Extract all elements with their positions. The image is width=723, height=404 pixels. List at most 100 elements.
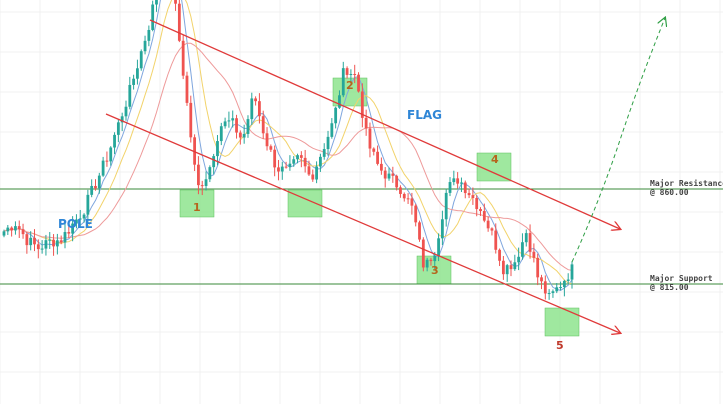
- candle-body: [540, 277, 543, 282]
- candle-body: [486, 220, 490, 229]
- candle-body: [235, 118, 238, 133]
- flag-label: FLAG: [407, 108, 442, 122]
- candle-body: [223, 121, 227, 127]
- candle-body: [63, 232, 67, 243]
- candle-body: [528, 233, 532, 252]
- candle-body: [414, 205, 418, 223]
- candle-body: [498, 249, 501, 261]
- candle-body: [10, 227, 14, 231]
- candle-body: [231, 118, 235, 121]
- candle-body: [78, 218, 82, 220]
- candle-body: [227, 120, 231, 122]
- resistance-value: @ 860.00: [650, 188, 689, 197]
- candle-body: [147, 29, 151, 41]
- candle-body: [216, 141, 219, 157]
- candle-body: [139, 51, 143, 69]
- candle-body: [97, 175, 101, 189]
- pole-label: POLE: [58, 217, 93, 231]
- candle-body: [471, 195, 475, 199]
- candle-body: [155, 0, 158, 5]
- ma-slow-line: [3, 42, 573, 271]
- touch-label-2: 2: [346, 79, 354, 92]
- candle-body: [349, 73, 353, 75]
- candle-body: [292, 159, 296, 164]
- candle-body: [269, 146, 273, 150]
- candle-body: [246, 119, 250, 134]
- candle-body: [250, 98, 254, 120]
- candle-body: [536, 257, 540, 278]
- candle-body: [136, 68, 139, 79]
- touch-label-4: 4: [491, 153, 499, 166]
- candle-body: [322, 149, 326, 157]
- candle-body: [185, 75, 189, 103]
- candle-body: [505, 265, 509, 275]
- candle-body: [59, 240, 63, 243]
- candle-body: [143, 40, 147, 52]
- candle-body: [543, 281, 547, 294]
- candle-body: [521, 242, 524, 257]
- candle-body: [105, 160, 109, 162]
- candle-body: [6, 227, 10, 232]
- touch-label-5: 5: [556, 339, 564, 352]
- candle-body: [360, 91, 364, 118]
- candle-body: [494, 230, 498, 250]
- candles: [2, 0, 574, 300]
- candle-body: [277, 167, 280, 172]
- touch-label-1: 1: [193, 201, 201, 214]
- candle-body: [296, 155, 299, 160]
- candle-body: [109, 147, 113, 162]
- candle-body: [463, 182, 467, 194]
- candle-body: [189, 102, 193, 138]
- candle-body: [2, 231, 6, 236]
- candle-body: [181, 40, 185, 76]
- candle-body: [315, 166, 318, 180]
- candle-body: [551, 291, 555, 294]
- candle-body: [425, 259, 429, 268]
- candle-body: [219, 126, 223, 142]
- candle-body: [406, 198, 410, 200]
- candle-body: [174, 0, 177, 4]
- candle-body: [177, 3, 181, 41]
- touch-label-3: 3: [431, 264, 439, 277]
- candle-body: [345, 68, 349, 75]
- candle-body: [48, 239, 52, 241]
- candle-body: [338, 95, 341, 108]
- candle-body: [29, 237, 33, 246]
- candle-body: [120, 116, 124, 123]
- candle-body: [479, 209, 482, 212]
- candle-body: [303, 157, 307, 167]
- support-name: Major Support: [650, 273, 713, 283]
- candle-body: [284, 166, 288, 168]
- candle-body: [299, 155, 303, 158]
- candle-body: [36, 244, 40, 250]
- candle-body: [513, 262, 517, 270]
- candle-body: [433, 255, 437, 262]
- candle-body: [151, 4, 155, 30]
- candle-body: [482, 211, 486, 221]
- candle-body: [456, 178, 460, 184]
- moving-averages: [3, 0, 573, 291]
- candle-body: [21, 229, 25, 235]
- candle-body: [101, 160, 105, 176]
- touch-highlight: [476, 152, 512, 182]
- candle-body: [383, 170, 387, 179]
- channel-lower-line: [105, 113, 620, 333]
- candle-body: [357, 74, 360, 92]
- candle-body: [467, 193, 471, 196]
- candle-body: [261, 116, 265, 134]
- candle-body: [193, 137, 197, 165]
- candle-body: [475, 198, 479, 210]
- candle-body: [82, 214, 86, 219]
- touch-highlight: [544, 307, 580, 337]
- candle-body: [128, 84, 132, 107]
- candle-body: [440, 219, 444, 239]
- candle-body: [124, 106, 128, 117]
- candle-body: [372, 148, 376, 152]
- candle-body: [490, 228, 494, 231]
- candle-body: [379, 163, 383, 171]
- candle-body: [52, 239, 55, 247]
- candle-body: [570, 264, 574, 280]
- candle-body: [204, 179, 208, 187]
